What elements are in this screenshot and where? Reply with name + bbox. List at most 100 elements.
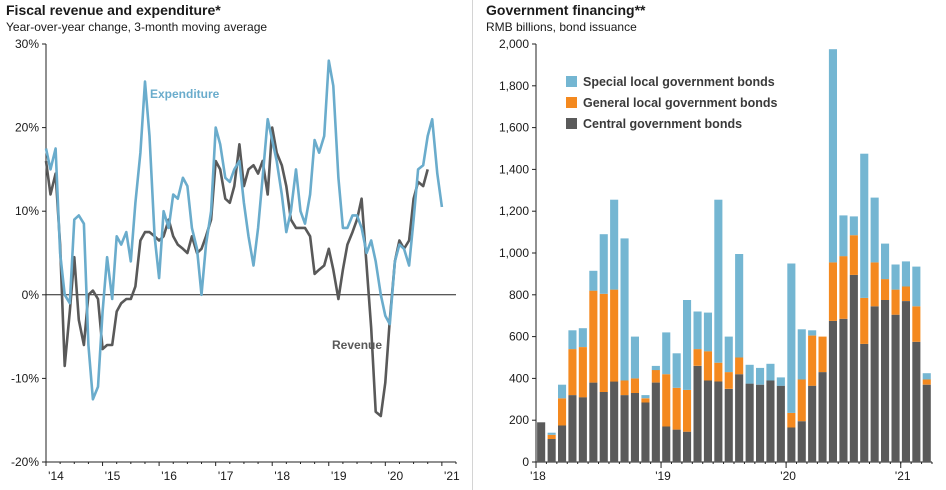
central-bond-bar xyxy=(714,381,723,462)
central-bond-bar xyxy=(766,380,775,462)
central-bond-bar xyxy=(589,382,598,462)
special-local-bond-bar xyxy=(714,199,723,363)
general-local-bond-bar xyxy=(651,370,660,383)
special-local-bond-bar xyxy=(922,373,931,380)
general-local-bond-bar xyxy=(662,374,671,427)
special-local-bond-bar xyxy=(610,199,619,290)
y-tick-label: 600 xyxy=(509,330,529,344)
special-local-bond-bar xyxy=(547,432,556,435)
central-bond-bar xyxy=(693,365,702,462)
legend-general-local: General local government bonds xyxy=(583,96,778,110)
fiscal-line-chart: -20% -10% 0% 10% 20% 30% '14 '15 '16 '17 '18 '19 '20… xyxy=(11,37,460,483)
general-local-bond-bar xyxy=(912,306,921,342)
panel-separator xyxy=(472,0,473,490)
legend-swatch-special xyxy=(566,76,577,87)
x-tick-label: '19 xyxy=(331,469,347,483)
special-local-bond-bar xyxy=(797,329,806,380)
special-local-bond-bar xyxy=(881,243,890,280)
x-tick-label: '18 xyxy=(274,469,290,483)
central-bond-bar xyxy=(672,429,681,462)
general-local-bond-bar xyxy=(849,235,858,275)
special-local-bond-bar xyxy=(662,332,671,375)
financing-bar-chart: 0 200 400 600 800 1,000 1,200 1,400 1,600 1,800 2,… xyxy=(499,37,933,483)
revenue-line xyxy=(44,126,429,418)
special-local-bond-bar xyxy=(745,364,754,384)
central-bond-bar xyxy=(839,318,848,462)
y-tick-label: 30% xyxy=(15,37,39,51)
general-local-bond-bar xyxy=(610,289,619,382)
general-local-bond-bar xyxy=(870,262,879,307)
y-tick-label: 1,800 xyxy=(499,79,529,93)
y-tick-label: 1,000 xyxy=(499,246,529,260)
y-tick-label: 200 xyxy=(509,413,529,427)
y-tick-label: 1,200 xyxy=(499,204,529,218)
financing-chart-panel: Government financing** RMB billions, bon… xyxy=(480,0,946,490)
special-local-bond-bar xyxy=(828,49,837,263)
general-local-bond-bar xyxy=(922,379,931,385)
y-tick-label: 1,600 xyxy=(499,121,529,135)
central-bond-bar xyxy=(745,383,754,462)
x-tick-label: '20 xyxy=(780,469,796,483)
general-local-bond-bar xyxy=(714,362,723,382)
fiscal-chart-panel: Fiscal revenue and expenditure* Year-ove… xyxy=(0,0,466,490)
y-tick-label: 400 xyxy=(509,371,529,385)
central-bond-bar xyxy=(912,341,921,462)
legend-swatch-general xyxy=(566,97,577,108)
special-local-bond-bar xyxy=(860,153,869,298)
special-local-bond-bar xyxy=(683,300,692,390)
financing-chart-title: Government financing** xyxy=(486,2,646,18)
central-bond-bar xyxy=(568,395,577,462)
special-local-bond-bar xyxy=(693,311,702,350)
y-tick-label: 800 xyxy=(509,288,529,302)
central-bond-bar xyxy=(547,439,556,462)
x-tick-label: '16 xyxy=(161,469,177,483)
general-local-bond-bar xyxy=(901,286,910,301)
y-tick-label: 1,400 xyxy=(499,162,529,176)
central-bond-bar xyxy=(620,395,629,462)
expenditure-label: Expenditure xyxy=(150,87,220,101)
special-local-bond-bar xyxy=(891,264,900,290)
special-local-bond-bar xyxy=(849,216,858,236)
y-tick-label: 0% xyxy=(22,288,40,302)
special-local-bond-bar xyxy=(735,254,744,358)
legend-swatch-central xyxy=(566,118,577,129)
central-bond-bar xyxy=(683,431,692,462)
general-local-bond-bar xyxy=(724,372,733,389)
y-tick-label: 0 xyxy=(522,455,529,469)
financing-chart-subtitle: RMB billions, bond issuance xyxy=(486,20,637,34)
special-local-bond-bar xyxy=(787,263,796,413)
special-local-bond-bar xyxy=(839,215,848,257)
central-bond-bar xyxy=(610,381,619,462)
special-local-bond-bar xyxy=(651,365,660,371)
y-tick-label: 2,000 xyxy=(499,37,529,51)
general-local-bond-bar xyxy=(839,256,848,319)
central-bond-bar xyxy=(870,306,879,462)
central-bond-bar xyxy=(641,402,650,462)
general-local-bond-bar xyxy=(808,335,817,386)
fiscal-chart-title: Fiscal revenue and expenditure* xyxy=(6,2,221,18)
special-local-bond-bar xyxy=(703,312,712,352)
central-bond-bar xyxy=(599,392,608,462)
general-local-bond-bar xyxy=(683,389,692,432)
expenditure-line xyxy=(44,59,444,401)
general-local-bond-bar xyxy=(630,378,639,393)
general-local-bond-bar xyxy=(641,398,650,403)
special-local-bond-bar xyxy=(578,328,587,347)
general-local-bond-bar xyxy=(797,379,806,422)
general-local-bond-bar xyxy=(891,289,900,315)
general-local-bond-bar xyxy=(568,349,577,396)
special-local-bond-bar xyxy=(558,384,567,399)
special-local-bond-bar xyxy=(599,234,608,294)
x-tick-label: '20 xyxy=(387,469,403,483)
x-tick-label: '21 xyxy=(444,469,460,483)
special-local-bond-bar xyxy=(776,377,785,386)
general-local-bond-bar xyxy=(578,347,587,398)
central-bond-bar xyxy=(558,425,567,462)
special-local-bond-bar xyxy=(630,336,639,379)
y-tick-label: 20% xyxy=(15,121,39,135)
central-bond-bar xyxy=(797,421,806,462)
central-bond-bar xyxy=(630,393,639,462)
special-local-bond-bar xyxy=(589,270,598,291)
special-local-bond-bar xyxy=(901,261,910,287)
central-bond-bar xyxy=(537,422,546,462)
